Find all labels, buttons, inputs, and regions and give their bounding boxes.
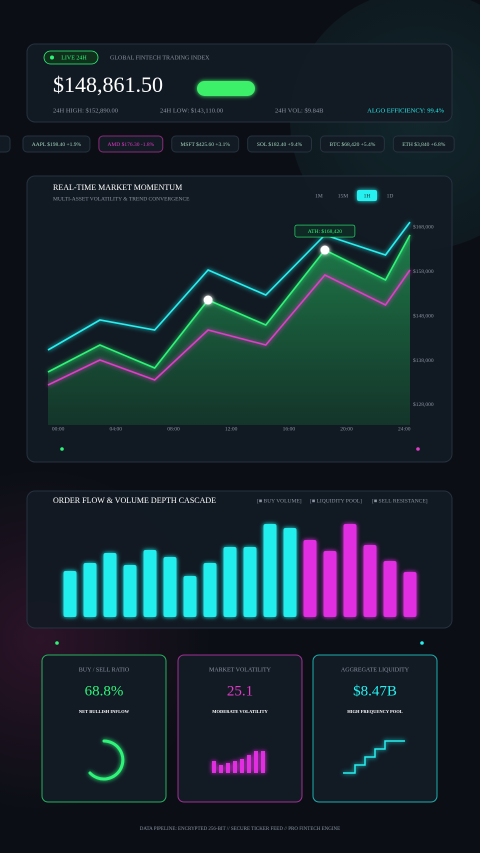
stat: 24H LOW: $143,110.00 [160,107,223,114]
annotation: ATH: $168,420 [308,228,342,235]
timeframe-button: 15M [338,193,349,199]
bar [163,557,177,617]
x-tick-label: 04:00 [110,426,123,432]
timeframe-group: 1M 15M 1H 1D [315,190,393,201]
live-badge [43,50,99,65]
ticker-strip: AAPL $198.40 +1.9% AMD $176.30 -1.8% MSFT … [0,135,455,153]
bar [283,528,297,617]
chart-title: REAL-TIME MARKET MOMENTUM [53,183,182,192]
x-tick-label: 08:00 [167,426,180,432]
bar [363,545,377,617]
card-caption: MODERATE VOLATILITY [212,709,268,714]
metric-card [41,654,167,803]
ticker-text: BTC $68,420 +5.4% [329,141,375,148]
timeframe-active [357,190,377,201]
ticker-text: SOL $182.40 +9.4% [257,141,303,148]
bar [223,547,237,617]
timeframe-button: 1D [387,193,394,199]
bar-title: ORDER FLOW & VOLUME DEPTH CASCADE [53,496,216,505]
indicator-dot [416,447,420,451]
chart-subtitle: MULTI-ASSET VOLATILITY & TREND CONVERGEN… [53,196,190,202]
bar [63,571,77,617]
index-title: GLOBAL FINTECH TRADING INDEX [110,55,210,61]
x-tick-label: 12:00 [225,426,238,432]
bar [303,540,317,617]
line [47,221,411,351]
card-title: AGGREGATE LIQUIDITY [341,667,410,673]
card-caption: NET BULLISH INFLOW [79,709,130,714]
bar [103,553,117,617]
bar [243,547,257,617]
highlight-point [203,295,213,305]
x-tick-label: 00:00 [52,426,65,432]
timeframe-button: 1M [315,193,323,199]
bar-chart [63,524,417,617]
bar [263,524,277,617]
volatility-icon [212,751,265,773]
status-pill [197,81,255,96]
metric-card [177,654,303,803]
bar [383,561,397,617]
indicator-dot [55,641,59,645]
line [47,234,411,373]
bar [83,563,97,617]
legend-item: [■ SELL RESISTANCE] [372,498,428,504]
card-caption: HIGH FREQUENCY POOL [347,709,403,714]
line [47,269,411,386]
badge-text: LIVE 24H [61,55,87,61]
card-title: MARKET VOLATILITY [209,667,272,673]
annotation-box [294,224,356,238]
live-dot [50,55,54,60]
liquidity-icon [343,740,405,774]
algo-efficiency: ALGO EFFICIENCY: 99.4% [367,107,444,114]
bar [403,572,417,617]
bar [203,563,217,617]
card-title: BUY / SELL RATIO [79,667,130,673]
card-value: 25.1 [227,683,253,699]
y-tick-label: $168,000 [413,223,434,230]
indicator-dot [60,447,64,451]
metric-card [312,654,438,803]
card-row: BUY / SELL RATIO 68.8% NET BULLISH INFLOW M… [41,654,438,803]
y-tick-label: $128,000 [413,401,434,408]
y-tick-label: $148,000 [413,312,434,319]
price: $148,861.50 [53,72,163,97]
y-tick-label: $138,000 [413,357,434,364]
ticker-text: AMD $176.30 -1.8% [107,141,154,148]
ticker-text: MSFT $425.60 +3.1% [180,141,230,148]
timeframe-button: 1H [364,193,371,199]
x-tick-label: 16:00 [283,426,296,432]
ticker-text: AAPL $198.40 +1.9% [32,141,82,148]
x-tick-label: 20:00 [340,426,353,432]
card-value: $8.47B [353,683,397,699]
ticker-pill [22,135,91,153]
legend-item: [■ BUY VOLUME] [257,498,302,504]
bar [183,576,197,617]
bar [143,550,157,617]
card-value: 68.8% [85,683,124,699]
line-chart: $128,000 $138,000 $148,000 $158,000 $168,000… [47,221,434,432]
highlight-point [320,245,330,255]
stat: 24H VOL: $9.84B [275,107,324,114]
ticker-pill [171,135,240,153]
x-tick-label: 24:00 [398,426,411,432]
ticker-text: ETH $3,840 +6.8% [402,141,446,148]
ticker-pill [98,135,164,153]
legend-item: [■ LIQUIDITY POOL] [310,498,362,504]
ticker-pill [247,135,312,153]
bar [323,551,337,617]
gauge-icon [88,739,125,781]
y-tick-label: $158,000 [413,268,434,275]
bar [343,524,357,617]
footer: DATA PIPELINE: ENCRYPTED 256-BIT // SECU… [140,827,340,832]
legend: [■ BUY VOLUME] [■ LIQUIDITY POOL] [■ SELL … [257,498,428,504]
indicator-dot [420,641,424,645]
ticker-pill [320,135,385,153]
ticker-pill [0,135,11,153]
ticker-pill [392,135,455,153]
stat: 24H HIGH: $152,890.00 [53,107,118,114]
bar [123,565,137,617]
